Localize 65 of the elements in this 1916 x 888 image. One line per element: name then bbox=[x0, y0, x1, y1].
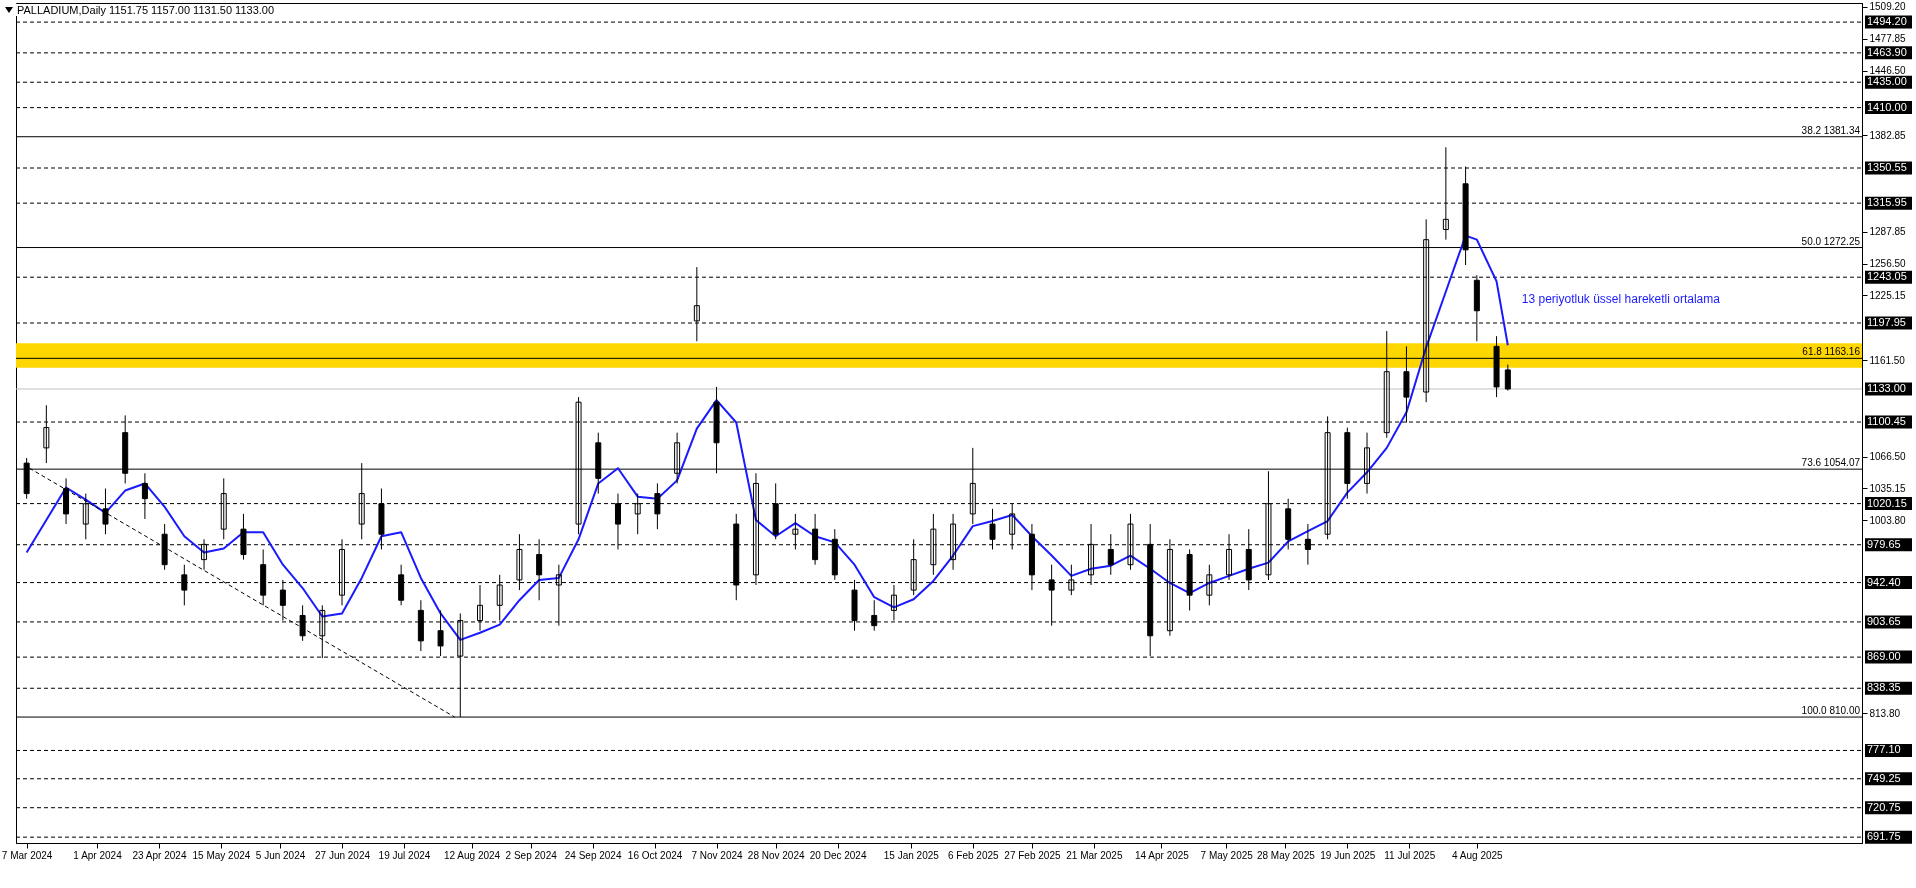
y-tick-label: 1003.80 bbox=[1869, 514, 1907, 526]
candlestick bbox=[1504, 364, 1511, 391]
ref-line-label: 942.40 bbox=[1867, 575, 1901, 588]
y-tick-label: 1382.85 bbox=[1869, 129, 1907, 141]
ref-line-label: 979.65 bbox=[1867, 537, 1901, 550]
x-tick-label: 27 Jun 2024 bbox=[314, 849, 371, 861]
x-tick-label: 19 Jun 2025 bbox=[1320, 849, 1376, 861]
y-tick-label: 1287.85 bbox=[1869, 226, 1907, 238]
ref-line-label: 1197.95 bbox=[1867, 316, 1906, 328]
y-tick-label: 1225.15 bbox=[1869, 289, 1907, 301]
ref-line-label: 777.10 bbox=[1867, 743, 1901, 756]
ref-line-label: 749.25 bbox=[1867, 771, 1901, 784]
ref-line-label: 100.0 810.00 bbox=[1801, 705, 1861, 717]
ref-line-label: 1410.00 bbox=[1867, 100, 1907, 113]
chart-title: PALLADIUM,Daily 1151.75 1157.00 1131.50 1133.00 bbox=[17, 4, 275, 16]
x-tick-label: 28 May 2025 bbox=[1256, 849, 1316, 861]
ref-line-label: 1020.15 bbox=[1867, 496, 1907, 509]
y-tick-label: 813.80 bbox=[1869, 707, 1901, 719]
x-tick-label: 24 Sep 2024 bbox=[564, 849, 622, 861]
ref-line-label: 1350.55 bbox=[1867, 161, 1907, 173]
x-tick-label: 15 May 2024 bbox=[192, 849, 251, 861]
x-tick-label: 4 Aug 2025 bbox=[1452, 849, 1504, 861]
y-tick-label: 1066.50 bbox=[1869, 451, 1907, 463]
x-tick-label: 20 Dec 2024 bbox=[809, 849, 867, 861]
ref-line-label: 691.75 bbox=[1867, 830, 1901, 843]
ref-line-label: 38.2 1381.34 bbox=[1801, 124, 1861, 136]
series-label: 13 periyotluk üssel hareketli ortalama bbox=[1521, 292, 1721, 307]
ref-line-label: 61.8 1163.16 bbox=[1802, 346, 1861, 358]
ref-line-label: 1100.45 bbox=[1867, 415, 1906, 428]
ref-line-label: 838.35 bbox=[1867, 681, 1901, 694]
x-tick-label: 15 Jan 2025 bbox=[883, 849, 940, 861]
ref-line-label: 720.75 bbox=[1867, 800, 1901, 813]
x-tick-label: 19 Jul 2024 bbox=[378, 849, 431, 861]
x-tick-label: 7 May 2025 bbox=[1200, 849, 1254, 861]
x-tick-label: 16 Oct 2024 bbox=[627, 849, 683, 861]
x-tick-label: 27 Feb 2025 bbox=[1004, 849, 1061, 861]
x-tick-label: 11 Jul 2025 bbox=[1384, 849, 1436, 861]
x-tick-label: 14 Apr 2025 bbox=[1134, 849, 1190, 861]
ref-line-label: 50.0 1272.25 bbox=[1801, 235, 1861, 247]
y-tick-label: 1446.50 bbox=[1869, 65, 1907, 77]
x-tick-label: 21 Mar 2025 bbox=[1066, 849, 1123, 861]
y-tick-label: 1161.50 bbox=[1869, 354, 1906, 366]
line-series bbox=[25, 234, 1509, 641]
y-tick-label: 1035.15 bbox=[1869, 482, 1907, 494]
x-tick-label: 7 Nov 2024 bbox=[691, 849, 744, 861]
y-tick-label: 1256.50 bbox=[1869, 258, 1907, 270]
ref-line-label: 1463.90 bbox=[1867, 45, 1907, 58]
x-tick-label: 2 Sep 2024 bbox=[505, 849, 558, 861]
y-tick-label: 1477.85 bbox=[1869, 33, 1907, 45]
ref-line-label: 869.00 bbox=[1867, 650, 1901, 663]
ref-line-label: 1315.95 bbox=[1867, 196, 1907, 209]
x-tick-label: 1 Apr 2024 bbox=[73, 849, 123, 861]
ref-line-label: 1133.00 bbox=[1867, 381, 1906, 394]
x-tick-label: 28 Nov 2024 bbox=[747, 849, 805, 861]
x-tick-label: 6 Feb 2025 bbox=[947, 849, 1000, 861]
y-tick-label: 1509.20 bbox=[1869, 1, 1907, 13]
x-tick-label: 12 Aug 2024 bbox=[443, 849, 501, 861]
x-tick-label: 23 Apr 2024 bbox=[132, 849, 187, 861]
ref-line-label: 1435.00 bbox=[1867, 75, 1907, 88]
ref-line-label: 73.6 1054.07 bbox=[1801, 457, 1861, 469]
ref-line-label: 903.65 bbox=[1867, 614, 1901, 627]
ref-line-label: 1494.20 bbox=[1867, 15, 1907, 28]
x-tick-label: 7 Mar 2024 bbox=[1, 849, 53, 861]
x-tick-label: 5 Jun 2024 bbox=[255, 849, 306, 861]
ref-line-label: 1243.05 bbox=[1867, 270, 1907, 283]
